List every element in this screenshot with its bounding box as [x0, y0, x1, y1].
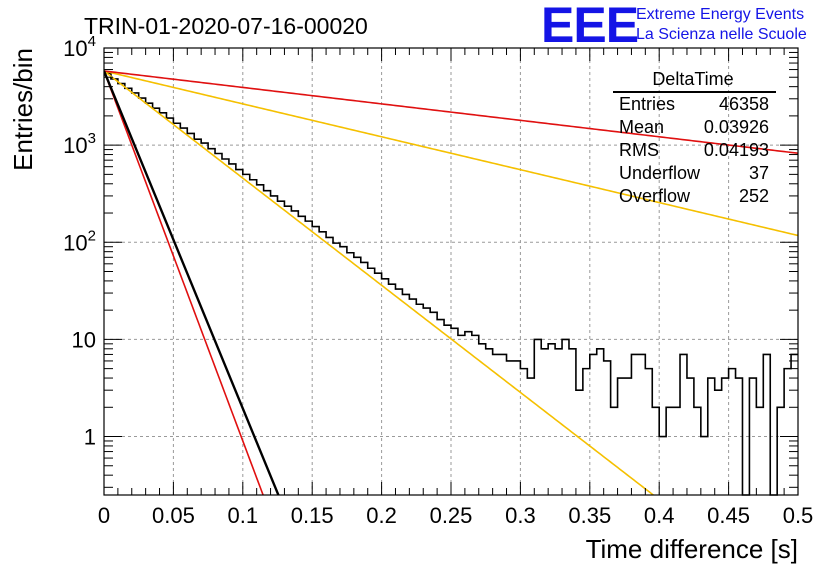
fit-curve [104, 70, 798, 237]
x-tick-label: 0.45 [707, 503, 750, 528]
fit-curve [104, 70, 655, 495]
y-tick-label: 104 [63, 33, 96, 61]
fit-curve [104, 70, 280, 495]
chart-title: TRIN-01-2020-07-16-00020 [84, 13, 368, 39]
x-tick-label: 0.2 [366, 503, 397, 528]
logo-letters: EEE [541, 0, 638, 53]
x-tick-label: 0.15 [291, 503, 334, 528]
x-tick-label: 0.4 [644, 503, 675, 528]
stats-row-value: 252 [739, 186, 769, 206]
fit-curves [104, 70, 798, 495]
logo-line2: La Scienza nelle Scuole [636, 26, 807, 43]
logo-line1: Extreme Energy Events [636, 6, 804, 23]
y-tick-label: 103 [63, 130, 96, 158]
histogram-steps [104, 72, 798, 496]
histogram [104, 72, 798, 496]
stats-box: DeltaTime Entries 46358 Mean 0.03926 RMS 0.04… [613, 69, 776, 206]
fit-curve [104, 70, 798, 155]
x-tick-label: 0 [98, 503, 110, 528]
stats-row-label: RMS [619, 140, 659, 160]
stats-row-value: 37 [749, 163, 769, 183]
x-tick-label: 0.5 [783, 503, 814, 528]
stats-row-label: Underflow [619, 163, 701, 183]
y-tick-label: 10 [72, 327, 96, 352]
y-tick-label: 102 [63, 227, 96, 255]
grid [104, 48, 798, 495]
x-axis-label: Time difference [s] [586, 534, 798, 564]
stats-row-value: 0.03926 [704, 117, 769, 137]
y-axis-label: Entries/bin [8, 48, 38, 171]
x-tick-label: 0.3 [505, 503, 536, 528]
x-axis: 0 0.05 0.1 0.15 0.2 0.25 0.3 0.35 0.4 0.45 0.5 [98, 48, 813, 528]
fit-curve [104, 70, 264, 495]
stats-row-label: Mean [619, 117, 664, 137]
stats-row-value: 46358 [719, 94, 769, 114]
stats-row-value: 0.04193 [704, 140, 769, 160]
x-tick-label: 0.25 [430, 503, 473, 528]
y-tick-label: 1 [84, 425, 96, 450]
x-tick-label: 0.35 [568, 503, 611, 528]
x-tick-label: 0.1 [228, 503, 259, 528]
x-tick-label: 0.05 [152, 503, 195, 528]
stats-row-label: Overflow [619, 186, 691, 206]
stats-row-label: Entries [619, 94, 675, 114]
y-axis: 1 10 102 103 104 [63, 33, 798, 488]
eee-logo: EEE Extreme Energy Events La Scienza nel… [541, 0, 807, 53]
stats-title: DeltaTime [652, 69, 733, 89]
